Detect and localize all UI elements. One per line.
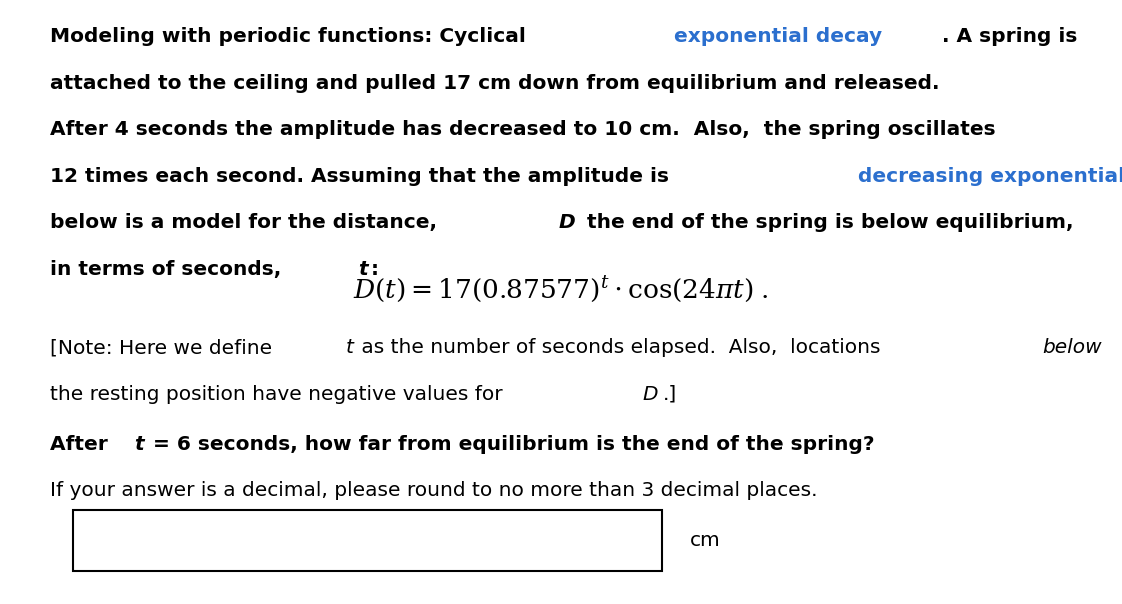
Text: [Note: Here we define: [Note: Here we define bbox=[50, 338, 279, 357]
Text: cm: cm bbox=[690, 531, 720, 550]
Text: . A spring is: . A spring is bbox=[942, 27, 1077, 46]
Text: as the number of seconds elapsed.  Also,  locations: as the number of seconds elapsed. Also, … bbox=[356, 338, 888, 357]
Text: After 4 seconds the amplitude has decreased to 10 cm.  Also,  the spring oscilla: After 4 seconds the amplitude has decrea… bbox=[50, 120, 996, 139]
Text: decreasing exponentially: decreasing exponentially bbox=[858, 167, 1122, 185]
Text: After: After bbox=[50, 435, 116, 454]
Text: :: : bbox=[370, 260, 378, 278]
Text: 12 times each second. Assuming that the amplitude is: 12 times each second. Assuming that the … bbox=[50, 167, 677, 185]
Text: t: t bbox=[134, 435, 144, 454]
Text: exponential decay: exponential decay bbox=[673, 27, 882, 46]
FancyBboxPatch shape bbox=[73, 510, 662, 571]
Text: below: below bbox=[1042, 338, 1102, 357]
Text: the resting position have negative values for: the resting position have negative value… bbox=[50, 385, 509, 403]
Text: D: D bbox=[559, 213, 576, 232]
Text: .]: .] bbox=[663, 385, 677, 403]
Text: the end of the spring is below equilibrium,: the end of the spring is below equilibri… bbox=[580, 213, 1074, 232]
Text: t: t bbox=[358, 260, 368, 278]
Text: below is a model for the distance,: below is a model for the distance, bbox=[50, 213, 444, 232]
Text: If your answer is a decimal, please round to no more than 3 decimal places.: If your answer is a decimal, please roun… bbox=[50, 481, 818, 500]
Text: attached to the ceiling and pulled 17 cm down from equilibrium and released.: attached to the ceiling and pulled 17 cm… bbox=[50, 74, 940, 92]
Text: in terms of seconds,: in terms of seconds, bbox=[50, 260, 288, 278]
Text: = 6 seconds, how far from equilibrium is the end of the spring?: = 6 seconds, how far from equilibrium is… bbox=[147, 435, 875, 454]
Text: $D(t) = 17(0.87577)^t \cdot \cos(24\pi t)\;.$: $D(t) = 17(0.87577)^t \cdot \cos(24\pi t… bbox=[353, 275, 769, 305]
Text: t: t bbox=[346, 338, 353, 357]
Text: Modeling with periodic functions: Cyclical: Modeling with periodic functions: Cyclic… bbox=[50, 27, 533, 46]
Text: D: D bbox=[643, 385, 659, 403]
